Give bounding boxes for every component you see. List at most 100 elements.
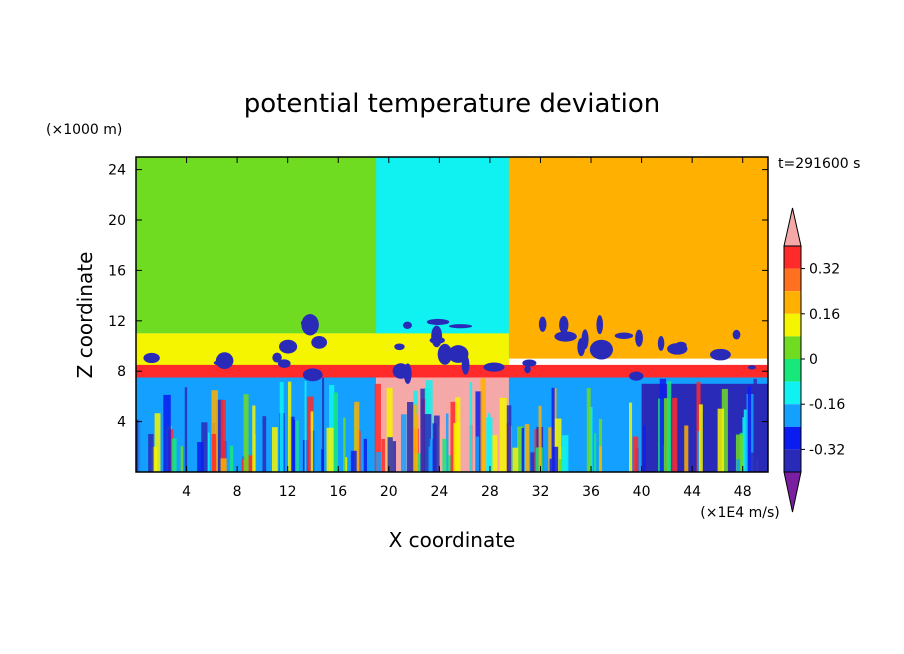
x-tick-label: 28 bbox=[481, 484, 499, 500]
turbulence-streak bbox=[387, 437, 393, 472]
inversion-blob bbox=[403, 363, 412, 384]
colorbar-tick-label: 0 bbox=[809, 352, 818, 368]
x-tick-label: 24 bbox=[430, 484, 448, 500]
contour-region-4 bbox=[136, 364, 768, 378]
turbulence-streak bbox=[747, 386, 752, 472]
turbulence-streak bbox=[201, 422, 208, 472]
turbulence-streak bbox=[416, 414, 419, 472]
turbulence-streak bbox=[696, 381, 701, 472]
turbulence-streak bbox=[667, 381, 672, 472]
turbulence-streak bbox=[171, 438, 177, 472]
x-axis: 4 8 12 16 20 24 28 32 36 40 44 48 bbox=[182, 157, 752, 500]
inversion-blob bbox=[522, 359, 537, 367]
turbulence-streak bbox=[521, 427, 525, 472]
inversion-blob bbox=[437, 343, 453, 365]
time-label: t=291600 s bbox=[778, 156, 860, 172]
turbulence-streak bbox=[391, 441, 397, 472]
contour-region-2 bbox=[508, 157, 768, 359]
turbulence-streak bbox=[499, 397, 507, 472]
turbulence-streak bbox=[322, 377, 325, 472]
turbulence-streak bbox=[144, 439, 148, 472]
inversion-blob bbox=[426, 318, 450, 326]
turbulence-streak bbox=[289, 416, 295, 472]
x-tick-label: 20 bbox=[380, 484, 398, 500]
inversion-blob bbox=[732, 329, 741, 340]
inversion-blob bbox=[657, 335, 665, 351]
turbulence-streak bbox=[321, 449, 324, 472]
colorbar-tick-label: 0.16 bbox=[809, 307, 840, 323]
turbulence-streak bbox=[216, 399, 224, 472]
inversion-blob bbox=[747, 365, 757, 370]
colorbar-band bbox=[784, 336, 801, 359]
x-tick-label: 48 bbox=[734, 484, 752, 500]
colorbar-band bbox=[784, 359, 801, 382]
inversion-blob bbox=[277, 359, 291, 368]
turbulence-streak bbox=[589, 407, 593, 472]
turbulence-streak bbox=[717, 408, 724, 472]
colorbar-band bbox=[784, 313, 801, 337]
turbulence-streak bbox=[333, 392, 338, 472]
y-tick-label: 20 bbox=[108, 213, 126, 229]
x-tick-label: 16 bbox=[329, 484, 347, 500]
turbulence-streak bbox=[512, 447, 519, 472]
turbulence-streak bbox=[598, 419, 603, 472]
turbulence-streak bbox=[548, 427, 555, 472]
turbulence-streak bbox=[455, 397, 461, 472]
y-tick-label: 8 bbox=[117, 364, 126, 380]
turbulence-streak bbox=[750, 452, 758, 472]
turbulence-streak bbox=[296, 420, 299, 472]
turbulence-streak bbox=[180, 446, 184, 472]
y-tick-label: 24 bbox=[108, 163, 126, 179]
colorbar-band bbox=[784, 246, 801, 269]
turbulence-streak bbox=[292, 419, 295, 472]
turbulence-streak bbox=[187, 447, 191, 472]
y-axis-label: Z coordinate bbox=[73, 252, 97, 379]
turbulence-streak bbox=[211, 390, 218, 472]
plot-frame bbox=[135, 156, 769, 473]
turbulence-streak bbox=[524, 424, 530, 472]
turbulence-streak bbox=[672, 397, 678, 472]
turbulence-streak bbox=[262, 416, 267, 472]
turbulence-streak bbox=[350, 450, 357, 472]
colorbar-tick-label: -0.16 bbox=[809, 397, 845, 413]
turbulence-streak bbox=[407, 402, 414, 472]
turbulence-streak bbox=[433, 415, 440, 472]
y-unit-label: (×1000 m) bbox=[46, 122, 122, 138]
turbulence-streak bbox=[551, 387, 555, 472]
turbulence-streak bbox=[243, 394, 249, 472]
colorbar-band bbox=[784, 404, 801, 427]
turbulence-streak bbox=[279, 382, 284, 472]
turbulence-streak bbox=[632, 436, 639, 472]
turbulence-streak bbox=[163, 394, 171, 472]
turbulence-streak bbox=[326, 427, 334, 472]
colorbar-tick-label: 0.32 bbox=[809, 262, 840, 278]
turbulence-streak bbox=[287, 381, 292, 472]
colorbar-band bbox=[784, 291, 801, 314]
turbulence-streak bbox=[442, 438, 447, 472]
inversion-blob bbox=[581, 329, 589, 350]
y-tick-label: 16 bbox=[108, 263, 126, 279]
turbulence-streak bbox=[343, 417, 346, 472]
turbulence-streak bbox=[736, 459, 741, 472]
turbulence-streak bbox=[176, 430, 180, 472]
inversion-blob bbox=[538, 316, 547, 332]
turbulence-streak bbox=[684, 425, 689, 472]
turbulence-streak bbox=[475, 391, 483, 472]
turbulence-streak bbox=[698, 404, 703, 472]
x-tick-label: 32 bbox=[532, 484, 550, 500]
inversion-blob bbox=[272, 352, 282, 363]
turbulence-streak bbox=[629, 402, 633, 472]
inversion-blob bbox=[402, 321, 412, 329]
turbulence-streak bbox=[138, 379, 144, 472]
x-tick-label: 40 bbox=[633, 484, 651, 500]
inversion-blob bbox=[710, 348, 731, 361]
turbulence-streak bbox=[211, 433, 217, 472]
colorbar-min-arrow bbox=[783, 471, 802, 513]
turbulence-streak bbox=[554, 418, 562, 472]
turbulence-streak bbox=[586, 387, 591, 472]
inversion-blob bbox=[429, 336, 445, 344]
turbulence-streak bbox=[310, 411, 314, 472]
turbulence-streak bbox=[506, 405, 512, 472]
turbulence-streak bbox=[650, 409, 656, 472]
